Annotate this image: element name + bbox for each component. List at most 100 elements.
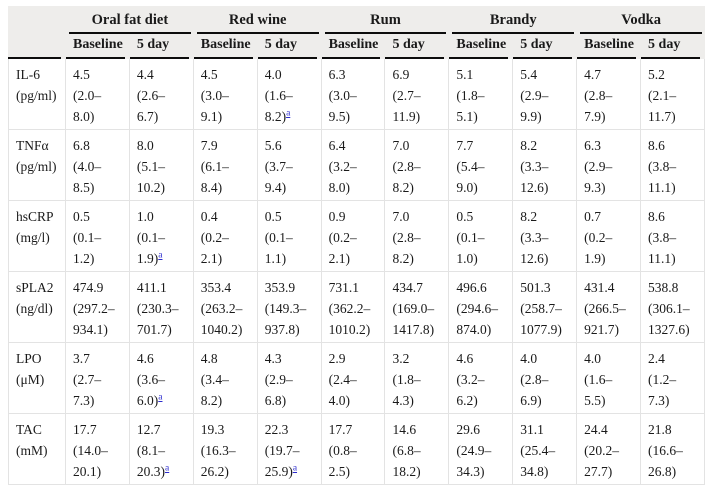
cell-range-line: (1.8– [392,372,421,387]
table-cell: 5.4 (2.9– 9.9) [513,59,578,130]
table-cell: 21.8 (16.6– 26.8) [641,414,705,485]
row-unit-text: (ng/dl) [16,301,53,316]
cell-value: 8.2 [520,209,538,224]
table-cell: 19.3 (16.3– 26.2) [193,414,258,485]
cell-range-line: (263.2– [200,301,243,316]
cell-range-line: 20.1) [73,461,127,482]
cell-range-line: (169.0– [392,301,435,316]
cell-range-line: (16.6– [648,443,683,458]
cell-range-line: 2.1) [201,248,255,269]
table-cell: 6.4 (3.2– 8.0) [321,130,386,201]
cell-range-end: 4.3) [392,393,414,408]
table-row-tnf: TNFα (pg/ml) 6.8 (4.0– 8.5) 8.0 (5.1– 10.2) 7.9 (… [8,130,705,201]
cell-range-line: (2.9– [264,372,293,387]
cell-range-line: 7.3) [73,390,127,411]
cell-value: 0.9 [328,209,346,224]
cell-range-end: 934.1) [73,322,108,337]
cell-range-line: 1.9)a [137,248,191,269]
cell-range-line: 8.2) [392,248,446,269]
table-cell: 0.7 (0.2– 1.9) [577,201,642,272]
cell-range-end: 4.0) [328,393,350,408]
cell-range-line: 11.1) [648,177,702,198]
cell-range-line: 12.6) [520,177,574,198]
table-cell: 31.1 (25.4– 34.8) [513,414,578,485]
cell-value: 4.0 [520,351,538,366]
row-label-il-6: IL-6 (pg/ml) [8,59,66,130]
cell-range-end: 2.1) [328,251,350,266]
cell-range-line: (2.7– [73,372,102,387]
cell-range-end: 12.6) [520,251,549,266]
cell-range-end: 6.8) [264,393,287,408]
cell-value: 501.3 [520,280,551,295]
cell-range-line: 27.7) [584,461,638,482]
col-header-label: Baseline [321,34,381,59]
cell-range-line: 1010.2) [329,319,383,340]
cell-value: 0.7 [584,209,602,224]
cell-range-line: (0.2– [584,230,613,245]
table-cell: 353.4 (263.2– 1040.2) [193,272,258,343]
cell-value: 434.7 [392,280,423,295]
cell-range-line: 1.9) [584,248,638,269]
footnote-link-a[interactable]: a [158,392,163,403]
cell-range-end: 8.0) [328,180,350,195]
cell-range-line: (0.1– [264,230,293,245]
table-cell: 4.5 (3.0– 9.1) [193,59,258,130]
cell-value: 8.0 [136,138,154,153]
cell-range-line: (3.2– [328,159,357,174]
table-cell: 4.6 (3.2– 6.2) [449,343,514,414]
footnote-link-a[interactable]: a [158,250,163,261]
group-header-oral-fat-diet: Oral fat diet [66,6,194,34]
group-header-rum: Rum [321,6,450,34]
cell-range-end: 11.7) [648,109,676,124]
cell-value: 7.7 [456,138,474,153]
footnote-link-a[interactable]: a [292,463,298,474]
footnote-link-a[interactable]: a [286,108,291,119]
cell-range-end: 11.1) [648,180,676,195]
cell-range-line: 9.5) [329,106,383,127]
col-header-brandy-5-day: 5 day [513,34,578,59]
cell-value: 4.0 [264,67,282,82]
row-label-tac: TAC (mM) [8,414,66,485]
cell-range-end: 1417.8) [392,322,435,337]
cell-value: 0.5 [73,209,90,224]
cell-range-line: 1040.2) [201,319,255,340]
cell-value: 5.4 [520,67,538,82]
cell-range-line: (5.4– [456,159,485,174]
cell-range-end: 5.5) [584,393,606,408]
cell-range-end: 26.8) [648,464,677,479]
cell-range-line: (4.0– [73,159,102,174]
cell-range-line: 8.5) [73,177,127,198]
cell-range-end: 6.7) [136,109,159,124]
table-body: IL-6 (pg/ml) 4.5 (2.0– 8.0) 4.4 (2.6– 6.7) 4.5 (3… [8,59,705,485]
cell-range-line: (2.9– [584,159,613,174]
col-header-label: 5 day [385,34,445,59]
table-row-spla2: sPLA2 (ng/dl) 474.9 (297.2– 934.1) 411.1 (230.… [8,272,705,343]
cell-range-line: 1.1) [265,248,319,269]
cell-range-end: 1010.2) [328,322,371,337]
cell-range-end: 8.5) [73,180,95,195]
cell-range-end: 11.9) [392,109,421,124]
cell-value: 4.0 [584,351,602,366]
cell-range-line: 1327.6) [648,319,702,340]
col-header-rum-5-day: 5 day [385,34,450,59]
cell-range-line: (3.2– [456,372,485,387]
cell-range-line: (3.8– [648,230,677,245]
footnote-link-a[interactable]: a [165,463,170,474]
table-cell: 5.6 (3.7– 9.4) [257,130,322,201]
table-cell: 8.0 (5.1– 10.2) [129,130,194,201]
cell-value: 12.7 [136,422,161,437]
table-cell: 14.6 (6.8– 18.2) [385,414,450,485]
row-unit-text: (mg/l) [16,230,50,245]
cell-range-end: 20.3) [136,464,166,479]
cell-range-end: 1.2) [73,251,95,266]
row-unit-text: (pg/ml) [16,88,57,103]
cell-range-end: 6.9) [520,393,542,408]
table-cell: 4.5 (2.0– 8.0) [66,59,130,130]
cell-value: 4.8 [200,351,218,366]
cell-value: 3.7 [73,351,90,366]
cell-range-end: 8.4) [200,180,223,195]
cell-range-line: 5.1) [456,106,510,127]
cell-range-line: 5.5) [584,390,638,411]
table-cell: 0.9 (0.2– 2.1) [321,201,386,272]
